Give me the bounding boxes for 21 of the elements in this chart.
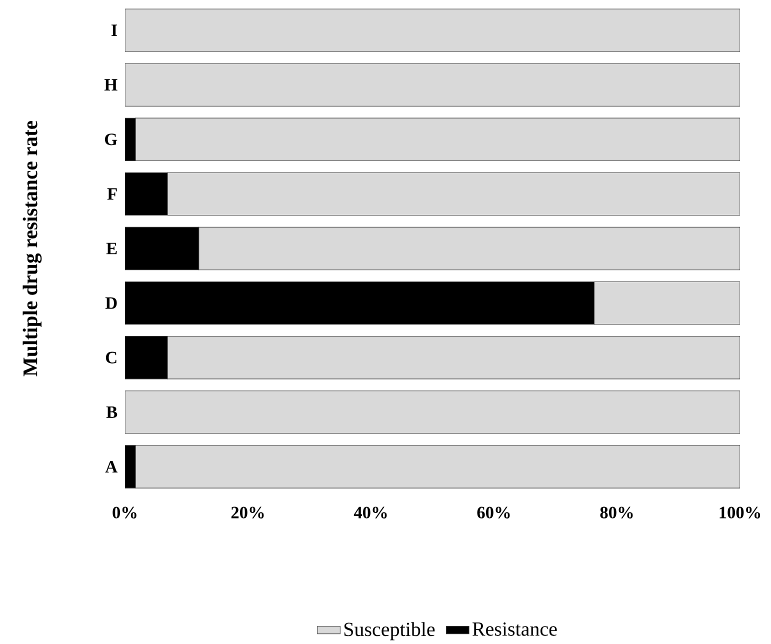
legend-label: Resistance — [472, 622, 557, 636]
y-tick-label: H — [104, 79, 118, 91]
legend-label: Susceptible — [344, 622, 435, 640]
y-tick-label: F — [107, 188, 117, 200]
x-tick-label: 0% — [112, 506, 136, 518]
y-tick-label: D — [105, 297, 117, 309]
x-tick-label: 100% — [720, 506, 760, 518]
y-axis-title: Multiple drug resistance rate — [22, 120, 42, 376]
y-tick-label: I — [111, 24, 118, 36]
y-tick-label: B — [106, 406, 118, 418]
bar — [125, 390, 740, 434]
y-tick-label: G — [104, 134, 118, 146]
x-tick-label: 40% — [354, 506, 387, 518]
y-tick-label: C — [106, 352, 116, 364]
x-tick-label: 20% — [231, 506, 264, 518]
bar — [125, 63, 740, 106]
x-tick-label: 60% — [477, 506, 510, 518]
bar — [125, 8, 740, 52]
x-tick-label: 80% — [600, 506, 633, 518]
y-tick-label: A — [105, 461, 118, 472]
y-tick-label: E — [106, 242, 117, 254]
